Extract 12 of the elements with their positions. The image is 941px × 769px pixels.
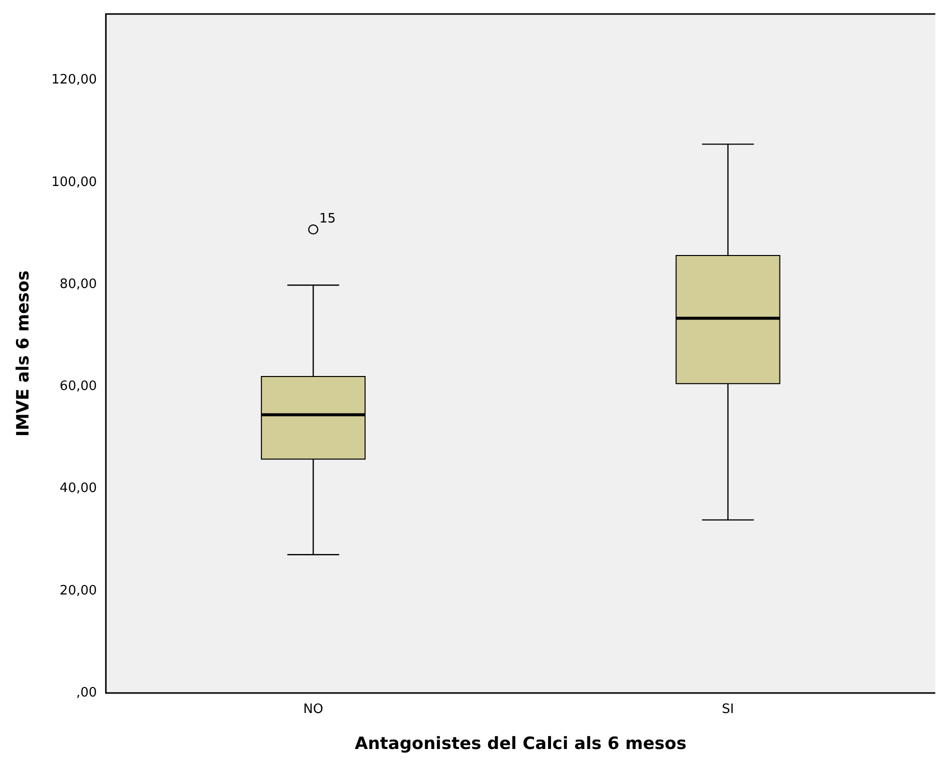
y-tick-label: 100,00 [51, 174, 97, 190]
y-tick-label: ,00 [76, 685, 97, 700]
x-tick-label: NO [303, 702, 324, 718]
annotation: 15 [319, 211, 336, 226]
y-tick-label: 40,00 [60, 481, 97, 496]
x-axis-title: Antagonistes del Calci als 6 mesos [354, 734, 686, 754]
y-tick-label: 120,00 [51, 72, 97, 88]
y-tick-label: 20,00 [60, 583, 97, 598]
y-axis-title: IMVE als 6 mesos [14, 270, 34, 437]
x-tick-label: SI [722, 702, 734, 718]
y-tick-label: 80,00 [60, 276, 97, 292]
y-tick-label: 60,00 [60, 379, 97, 394]
